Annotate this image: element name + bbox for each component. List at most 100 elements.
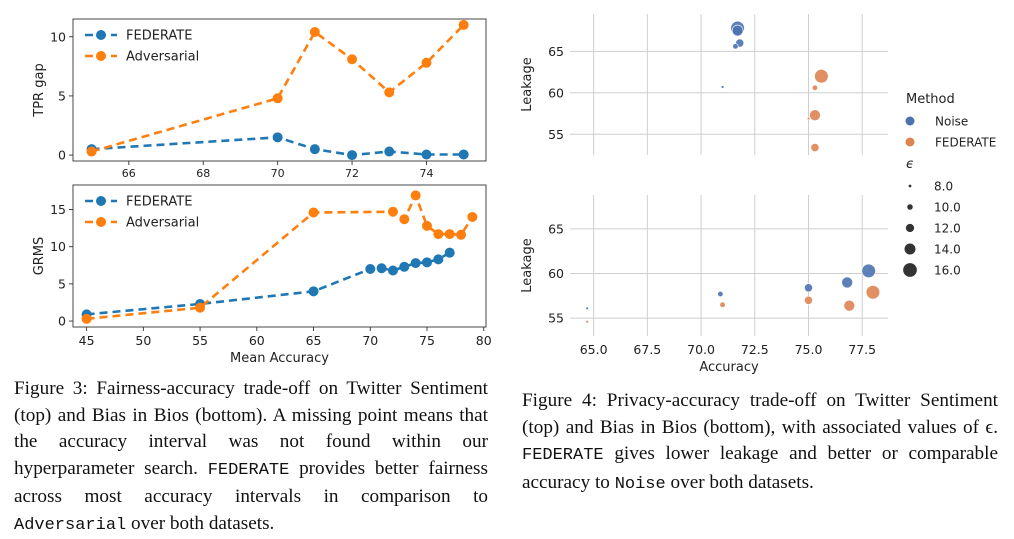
- data-point-federate: [410, 258, 421, 269]
- data-point-federate: [458, 149, 469, 160]
- x-axis-label: Accuracy: [699, 360, 759, 375]
- data-point-federate: [865, 285, 881, 300]
- data-point-federate: [719, 301, 726, 308]
- data-point-adversarial: [387, 206, 398, 217]
- x-axis-label: Mean Accuracy: [230, 351, 329, 365]
- data-point-federate: [433, 254, 444, 265]
- x-tick-label: 75.0: [795, 342, 823, 357]
- data-point-adversarial: [444, 229, 455, 240]
- x-tick-label: 77.5: [848, 342, 876, 357]
- x-tick-label: 45: [79, 333, 95, 348]
- y-tick-label: 55: [548, 311, 564, 326]
- figure-3-caption: Figure 3: Fairness-accuracy trade-off on…: [14, 376, 488, 539]
- caption-method-name: FEDERATE: [207, 460, 290, 480]
- y-tick-label: 10: [50, 239, 66, 254]
- data-point-adversarial: [422, 220, 432, 231]
- legend-label: 12.0: [934, 222, 961, 236]
- data-point-noise: [804, 283, 813, 293]
- caption-method-name: Adversarial: [14, 515, 127, 535]
- caption-text: Figure 4: Privacy-accuracy trade-off on …: [522, 390, 998, 438]
- y-axis-label: TPR gap: [32, 63, 47, 117]
- data-point-adversarial: [458, 19, 469, 30]
- y-tick-label: 0: [58, 314, 66, 329]
- legend-title: ϵ: [906, 157, 914, 172]
- data-point-federate: [272, 132, 283, 143]
- figure-4-caption: Figure 4: Privacy-accuracy trade-off on …: [522, 388, 998, 498]
- x-tick-label: 67.5: [633, 342, 661, 357]
- data-point-federate: [365, 264, 376, 275]
- legend-marker-adversarial: [96, 217, 106, 227]
- data-point-noise: [841, 276, 853, 289]
- legend-label: FEDERATE: [126, 195, 192, 210]
- data-point-adversarial: [399, 214, 410, 225]
- twitter-leakage-chart: 55 60 65 Leakage: [520, 14, 888, 155]
- method-epsilon-legend: Method Noise FEDERATE ϵ 8.0 10.0 12.0 14.0 16.0: [903, 92, 996, 278]
- data-point-adversarial: [467, 211, 478, 222]
- caption-text: Figure 3: Fairness-accuracy trade-off on…: [14, 378, 488, 479]
- x-tick-label: 70: [271, 167, 285, 180]
- y-axis-label: Leakage: [520, 238, 535, 293]
- legend-label: Adversarial: [126, 50, 199, 65]
- legend-label: FEDERATE: [126, 29, 192, 44]
- x-tick-label: 80: [476, 333, 492, 348]
- legend-size-marker: [903, 263, 917, 277]
- legend-label: FEDERATE: [935, 136, 996, 150]
- data-point-adversarial: [309, 27, 320, 38]
- y-tick-label: 0: [58, 148, 66, 163]
- plot-frame: [72, 18, 487, 162]
- data-point-noise: [861, 263, 876, 278]
- data-point-federate: [376, 263, 387, 274]
- legend-label: 10.0: [934, 201, 961, 215]
- data-point-federate: [399, 261, 410, 272]
- data-point-adversarial: [308, 207, 319, 218]
- data-point-adversarial: [81, 313, 92, 324]
- data-point-federate: [809, 109, 821, 121]
- legend-size-marker: [904, 243, 916, 255]
- y-tick-label: 60: [548, 266, 564, 281]
- data-point-federate: [811, 84, 819, 91]
- data-point-noise: [717, 290, 724, 298]
- x-tick-label: 55: [192, 333, 208, 348]
- caption-text: over both datasets.: [131, 512, 275, 534]
- caption-method-name: Noise: [614, 474, 666, 494]
- data-point-adversarial: [456, 229, 467, 240]
- data-point-adversarial: [421, 57, 432, 68]
- data-point-federate: [444, 247, 455, 258]
- y-tick-label: 15: [50, 202, 66, 217]
- legend-marker-adversarial: [96, 51, 106, 61]
- data-point-federate: [814, 69, 829, 84]
- legend-marker-federate: [96, 196, 106, 206]
- data-point-federate: [810, 143, 820, 152]
- x-tick-label: 72: [345, 167, 359, 180]
- data-point-federate: [347, 150, 358, 161]
- y-tick-label: 65: [548, 221, 564, 236]
- legend-label: 8.0: [934, 180, 953, 194]
- data-point-federate: [422, 257, 432, 268]
- data-point-noise: [720, 85, 725, 89]
- caption-text: provides better fairness across most acc…: [14, 457, 488, 508]
- legend-size-marker: [905, 223, 915, 233]
- data-point-adversarial: [433, 229, 444, 240]
- y-tick-label: 65: [548, 44, 564, 59]
- data-point-federate: [585, 320, 589, 324]
- x-tick-label: 70: [362, 333, 378, 348]
- x-tick-label: 66: [122, 167, 136, 180]
- legend-marker-federate: [905, 137, 915, 147]
- y-axis-label: GRMS: [32, 237, 47, 276]
- legend-size-marker: [907, 204, 913, 210]
- caption-text: gives lower leakage and better or compar…: [522, 443, 998, 493]
- legend-label: Adversarial: [126, 216, 199, 231]
- legend-title: Method: [906, 92, 955, 107]
- data-point-federate: [843, 299, 856, 312]
- y-tick-label: 5: [58, 88, 66, 103]
- legend-label: 14.0: [934, 243, 961, 257]
- legend-label: Noise: [935, 115, 968, 129]
- data-point-federate: [308, 286, 319, 297]
- data-point-federate: [806, 116, 811, 121]
- x-tick-label: 60: [249, 333, 265, 348]
- data-point-noise: [732, 43, 739, 50]
- data-point-federate: [421, 149, 432, 160]
- x-tick-label: 75: [419, 333, 435, 348]
- legend-marker-noise: [905, 116, 915, 126]
- caption-method-name: FEDERATE: [522, 446, 604, 465]
